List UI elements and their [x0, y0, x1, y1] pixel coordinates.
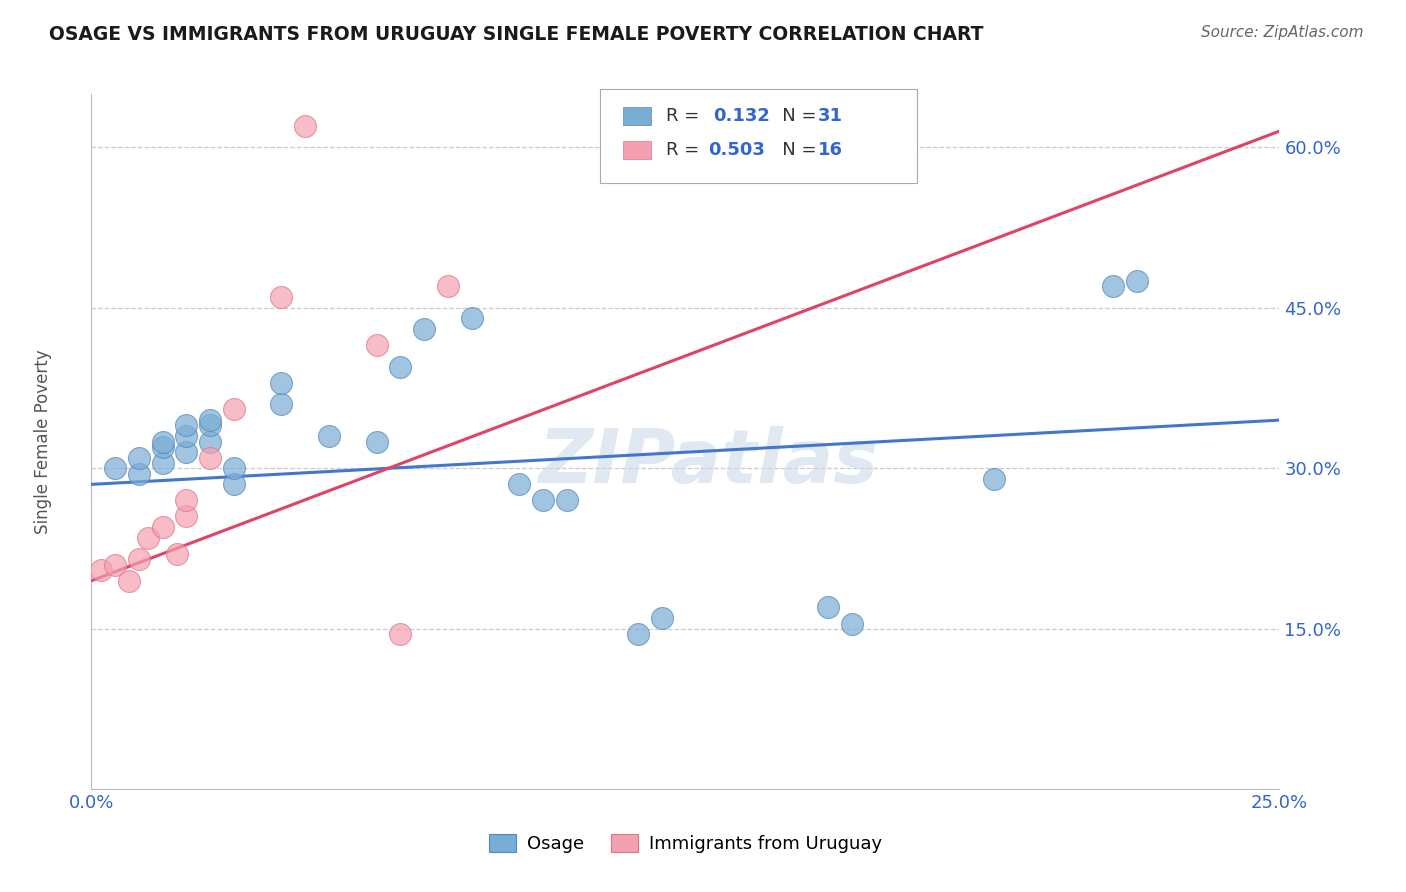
Point [222, 477, 245, 491]
Point [176, 493, 198, 508]
Point [413, 322, 436, 336]
Point [222, 402, 245, 417]
Point [627, 627, 650, 641]
Point [389, 359, 412, 374]
Point [90, 563, 112, 577]
Point [366, 338, 388, 352]
Point [222, 461, 245, 475]
Text: 16: 16 [818, 141, 844, 159]
Point [270, 397, 292, 411]
Point [531, 493, 554, 508]
Point [200, 418, 222, 433]
Point [128, 467, 150, 481]
Point [152, 440, 174, 454]
Point [841, 616, 863, 631]
Point [555, 493, 578, 508]
Point [1102, 279, 1125, 293]
Point [200, 434, 222, 449]
Point [366, 434, 388, 449]
Point [318, 429, 340, 443]
Point [200, 450, 222, 465]
Point [152, 434, 174, 449]
Point [152, 520, 174, 534]
Y-axis label: Single Female Poverty: Single Female Poverty [34, 350, 52, 533]
Text: 0.503: 0.503 [709, 141, 765, 159]
Point [104, 461, 127, 475]
Text: ZIPatlas: ZIPatlas [538, 425, 879, 499]
Point [176, 445, 198, 459]
Text: Source: ZipAtlas.com: Source: ZipAtlas.com [1201, 25, 1364, 40]
Text: 0.132: 0.132 [713, 107, 769, 125]
Point [166, 547, 188, 561]
Point [118, 574, 141, 588]
Text: R =: R = [666, 107, 711, 125]
Point [176, 429, 198, 443]
Point [200, 413, 222, 427]
Text: N =: N = [765, 107, 823, 125]
Point [128, 552, 150, 566]
Point [508, 477, 530, 491]
Point [104, 558, 127, 572]
Text: N =: N = [765, 141, 823, 159]
Point [138, 531, 160, 545]
Point [270, 290, 292, 304]
Point [436, 279, 458, 293]
Point [1126, 274, 1149, 288]
Point [460, 311, 482, 326]
Point [983, 472, 1005, 486]
Point [651, 611, 673, 625]
Point [152, 456, 174, 470]
Point [176, 418, 198, 433]
Point [817, 600, 839, 615]
Text: R =: R = [666, 141, 706, 159]
Point [389, 627, 412, 641]
Point [270, 376, 292, 390]
Point [294, 119, 316, 133]
Text: OSAGE VS IMMIGRANTS FROM URUGUAY SINGLE FEMALE POVERTY CORRELATION CHART: OSAGE VS IMMIGRANTS FROM URUGUAY SINGLE … [49, 25, 984, 44]
Legend: Osage, Immigrants from Uruguay: Osage, Immigrants from Uruguay [482, 827, 889, 861]
Text: 31: 31 [818, 107, 844, 125]
Point [176, 509, 198, 524]
Point [128, 450, 150, 465]
